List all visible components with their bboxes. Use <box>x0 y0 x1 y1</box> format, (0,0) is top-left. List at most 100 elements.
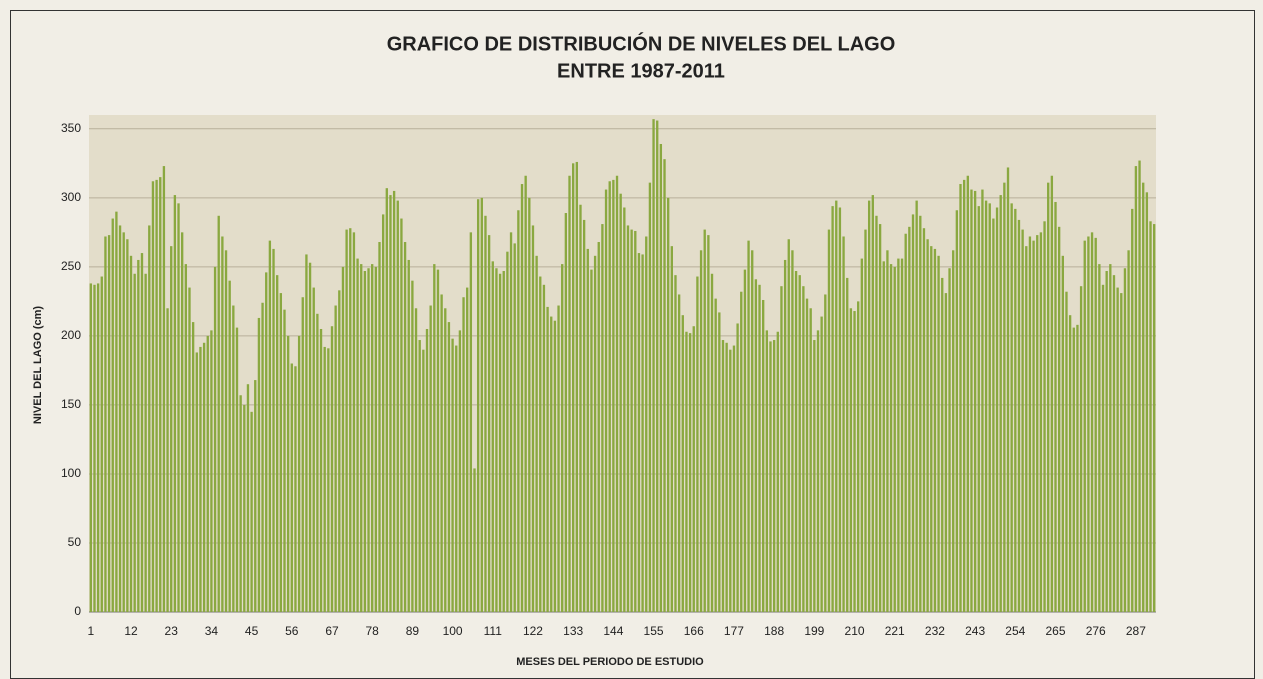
x-tick-label: 199 <box>804 624 824 638</box>
bar <box>195 352 198 612</box>
bar <box>1057 226 1061 612</box>
bar <box>466 287 469 612</box>
bar <box>1094 237 1097 612</box>
bar <box>400 218 403 612</box>
bar <box>619 193 622 613</box>
bar <box>871 195 874 613</box>
bar <box>155 179 158 612</box>
bar <box>612 179 615 612</box>
x-tick-label: 254 <box>1005 624 1025 638</box>
bar <box>436 269 440 612</box>
bar <box>747 240 750 612</box>
bar <box>981 189 984 613</box>
x-tick-label: 287 <box>1126 624 1146 638</box>
bar <box>294 366 297 612</box>
bar <box>524 175 527 612</box>
x-tick-label: 276 <box>1086 624 1106 638</box>
bar <box>352 232 356 612</box>
bar <box>732 345 736 612</box>
bar <box>692 326 695 612</box>
bar <box>257 317 261 612</box>
x-tick-label: 133 <box>563 624 583 638</box>
bar <box>853 311 856 612</box>
x-tick-label: 34 <box>205 624 219 638</box>
bar <box>626 225 630 612</box>
bar <box>206 335 209 612</box>
x-tick-label: 122 <box>523 624 543 638</box>
bar <box>601 224 604 612</box>
bar <box>842 236 845 612</box>
bar <box>677 294 681 612</box>
bar <box>327 348 330 612</box>
bar <box>952 250 955 613</box>
bar <box>381 214 385 612</box>
bar <box>469 232 473 612</box>
bar <box>126 239 129 612</box>
bar <box>816 330 820 612</box>
x-tick-label: 265 <box>1045 624 1065 638</box>
bar <box>1079 286 1083 612</box>
bar <box>308 262 312 612</box>
bar <box>641 254 644 613</box>
bar <box>645 236 648 612</box>
bar <box>184 264 188 612</box>
bar <box>433 264 436 612</box>
bar <box>301 297 304 612</box>
bar <box>798 275 801 612</box>
bar <box>414 308 418 612</box>
bar <box>232 305 235 612</box>
bar <box>385 188 388 613</box>
bar <box>846 277 849 612</box>
bar <box>440 294 443 612</box>
bar <box>882 261 885 612</box>
bar <box>988 203 991 612</box>
x-tick-label: 23 <box>165 624 179 638</box>
bar <box>721 340 725 612</box>
bar <box>498 273 502 612</box>
bar <box>1120 293 1123 612</box>
bar <box>1025 246 1028 612</box>
bar <box>984 200 988 612</box>
bar <box>736 323 739 612</box>
bar <box>447 322 451 612</box>
bar <box>1047 182 1050 612</box>
bar <box>663 159 666 612</box>
bar <box>217 215 220 612</box>
bar <box>805 298 809 612</box>
bar <box>246 384 250 612</box>
bar <box>272 248 275 613</box>
bar <box>476 199 480 613</box>
x-tick-label: 243 <box>965 624 985 638</box>
x-tick-label: 166 <box>684 624 704 638</box>
bar <box>1145 192 1149 613</box>
bar <box>966 175 969 612</box>
bar <box>791 250 794 613</box>
bar <box>520 184 524 612</box>
bar <box>962 179 966 612</box>
bar <box>528 197 531 613</box>
bar <box>1072 327 1075 612</box>
bar <box>418 340 421 612</box>
bar <box>290 363 293 612</box>
bar <box>776 331 779 612</box>
bar <box>743 269 747 612</box>
bar <box>857 301 860 612</box>
bar <box>992 218 995 612</box>
bar <box>860 258 864 612</box>
bar <box>199 346 202 612</box>
bar <box>429 305 432 612</box>
bar <box>1010 203 1013 612</box>
bar <box>831 206 834 612</box>
chart-title: GRAFICO DE DISTRIBUCIÓN DE NIVELES DEL L… <box>387 31 896 55</box>
bar <box>228 280 231 612</box>
y-tick-label: 0 <box>74 604 81 618</box>
bar <box>1149 221 1152 612</box>
bar <box>502 271 505 612</box>
bar <box>367 268 370 612</box>
bar <box>1123 268 1127 612</box>
bar <box>933 248 937 613</box>
bar <box>129 255 133 613</box>
bar <box>542 284 546 612</box>
bar <box>550 316 553 612</box>
